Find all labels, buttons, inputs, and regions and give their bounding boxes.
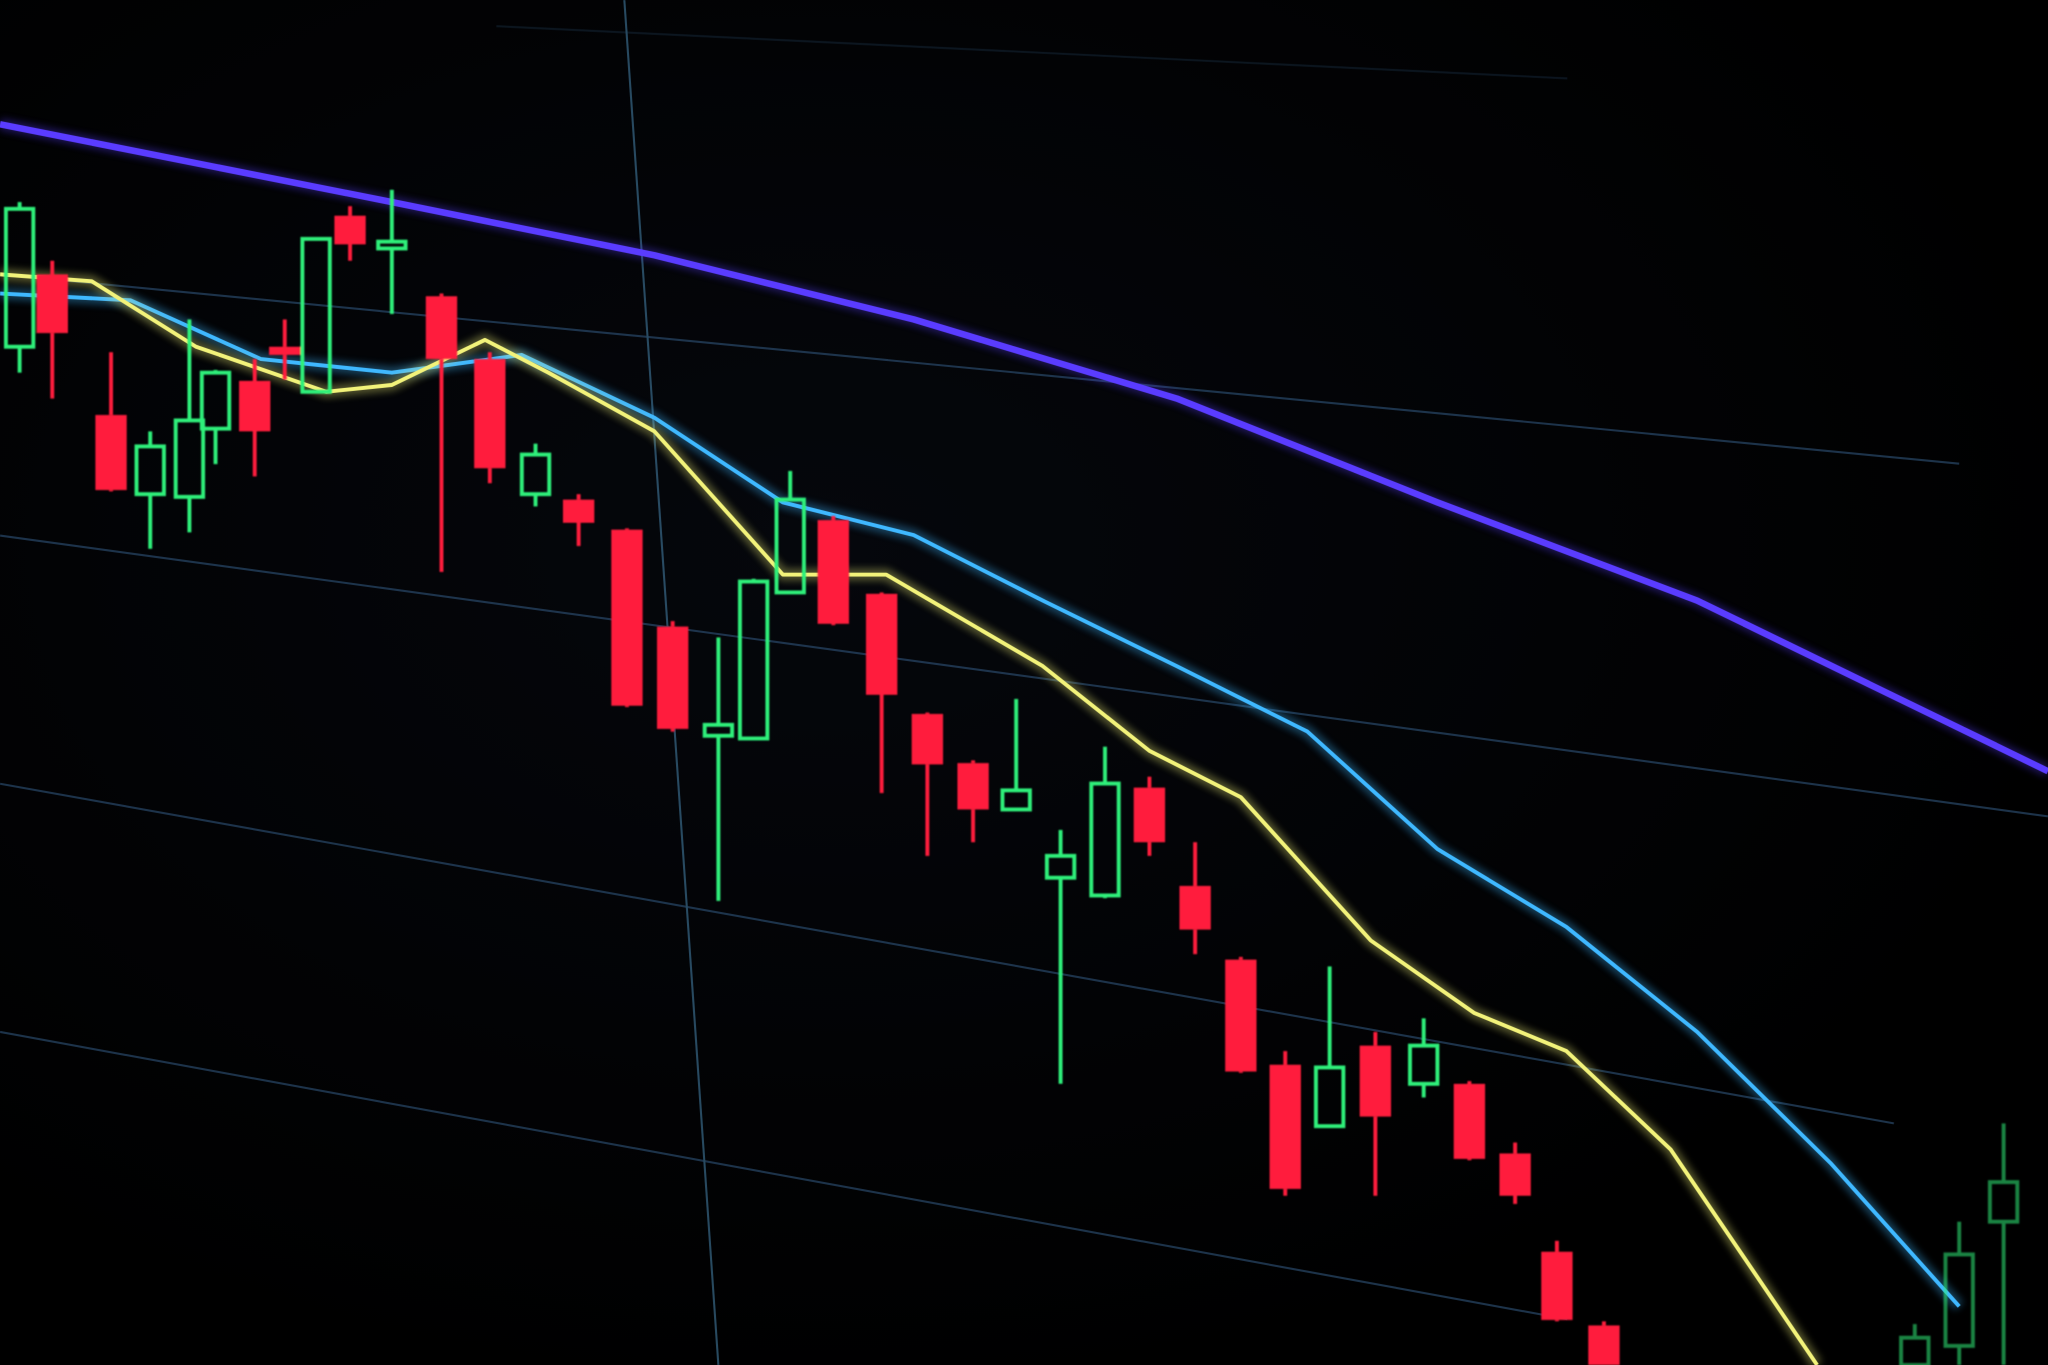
candle-down: [1225, 956, 1257, 1073]
candle-body: [425, 296, 458, 359]
candle-down: [656, 621, 689, 732]
candle-body: [1359, 1045, 1392, 1117]
candle-down: [1269, 1051, 1301, 1196]
candle-down: [425, 293, 458, 572]
candle-body: [376, 239, 408, 251]
candle-body: [1133, 787, 1166, 843]
candle-up: [774, 470, 806, 595]
candle-up: [376, 189, 408, 314]
candle-down: [865, 592, 898, 794]
candle-up: [1313, 966, 1346, 1129]
candle-body: [1089, 781, 1121, 898]
moving-average-lines: [0, 118, 2048, 1365]
candle-up: [199, 369, 232, 465]
candles: [3, 189, 2020, 1365]
candle-body: [95, 414, 127, 491]
moving-average-glow: [0, 118, 2048, 777]
candle-body: [1179, 885, 1211, 930]
gridline: [0, 782, 1895, 1125]
candle-up: [1943, 1221, 1975, 1365]
candle-up: [3, 202, 36, 373]
candle-down: [957, 760, 989, 843]
candle-up: [1899, 1324, 1931, 1365]
candle-down: [1179, 842, 1211, 955]
candle-down: [1133, 776, 1166, 856]
candle-down: [95, 352, 127, 492]
candle-down: [1359, 1031, 1392, 1196]
candle-body: [1453, 1083, 1486, 1159]
candle-up: [702, 637, 735, 901]
candle-body: [36, 274, 68, 334]
candle-up: [300, 236, 332, 394]
candle-body: [134, 444, 166, 497]
candle-body: [269, 346, 301, 355]
candle-body: [239, 380, 271, 432]
candle-body: [1044, 853, 1077, 880]
candle-body: [1269, 1064, 1301, 1189]
candle-body: [300, 236, 332, 394]
candle-down: [1453, 1081, 1486, 1161]
candle-body: [474, 358, 506, 469]
moving-average-line: [0, 272, 1819, 1365]
candle-up: [1089, 746, 1121, 899]
candle-body: [817, 520, 849, 624]
candle-body: [1588, 1325, 1620, 1365]
candle-body: [1407, 1043, 1440, 1086]
candle-up: [134, 431, 166, 549]
candle-body: [562, 499, 595, 523]
gridline: [0, 1030, 1568, 1321]
candle-body: [199, 370, 232, 431]
candle-down: [474, 352, 506, 484]
candle-body: [957, 763, 989, 810]
moving-average-line: [0, 121, 2048, 775]
candle-up: [173, 319, 206, 533]
candle-body: [1987, 1180, 2020, 1224]
candle-down: [1499, 1142, 1531, 1204]
candle-down: [562, 494, 595, 546]
candle-up: [1000, 698, 1032, 812]
gridline: [0, 534, 2048, 818]
candle-up: [1044, 829, 1077, 1084]
candle-down: [36, 260, 68, 399]
candle-down: [239, 358, 271, 477]
candle-down: [611, 528, 643, 708]
candle-body: [702, 722, 735, 738]
candle-up: [737, 578, 770, 741]
candle-down: [334, 206, 366, 261]
candle-up: [1407, 1018, 1440, 1098]
gridline: [496, 25, 1568, 80]
candle-body: [611, 529, 643, 706]
candle-body: [3, 206, 36, 349]
candle-down: [1588, 1321, 1620, 1365]
moving-average-line: [0, 291, 1961, 1308]
candle-body: [737, 579, 770, 741]
candle-body: [656, 626, 689, 729]
candle-down: [911, 712, 944, 856]
gridline: [0, 273, 1960, 465]
candle-body: [865, 593, 898, 695]
candle-up: [1987, 1123, 2020, 1365]
candle-body: [519, 452, 552, 497]
moving-average-glow: [0, 268, 1822, 1365]
candle-body: [173, 418, 206, 499]
candle-body: [1225, 959, 1257, 1072]
candle-down: [1541, 1240, 1573, 1322]
candle-body: [774, 497, 806, 595]
candle-body: [1541, 1251, 1573, 1320]
candle-body: [1943, 1252, 1975, 1348]
candle-down: [817, 515, 849, 626]
candle-body: [911, 713, 944, 765]
candle-body: [1499, 1153, 1531, 1196]
candle-body: [1313, 1065, 1346, 1129]
candle-body: [334, 215, 366, 245]
candle-up: [519, 443, 552, 507]
candle-body: [1899, 1335, 1931, 1365]
candle-body: [1000, 788, 1032, 812]
candle-down: [269, 319, 301, 380]
